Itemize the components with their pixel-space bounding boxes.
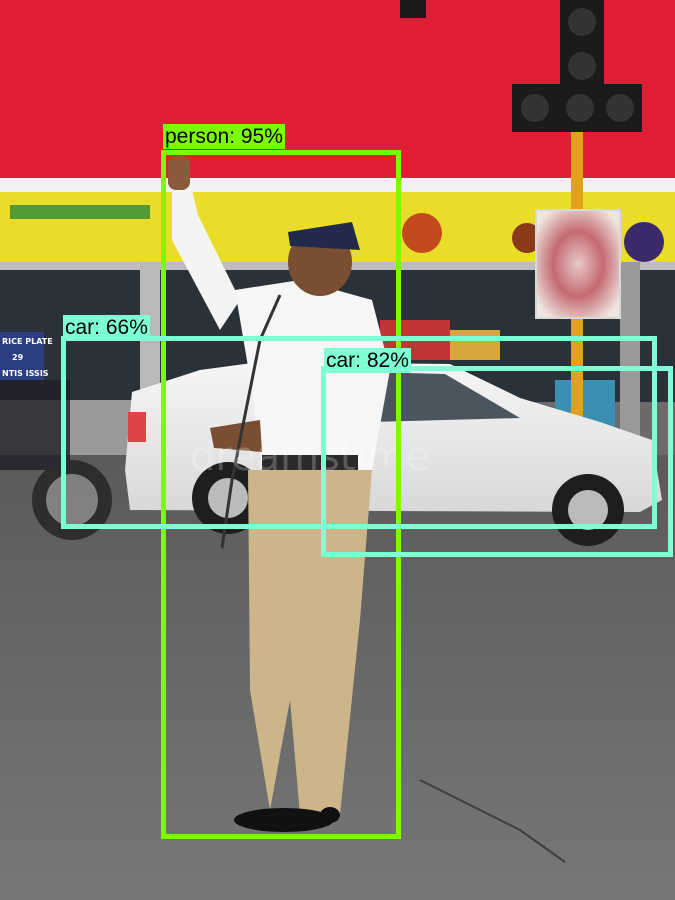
car-detection-box-66 [61, 336, 657, 529]
rice-plate-sign: RICE PLATE 29 NTIS ISSIS [0, 332, 53, 380]
person-detection-box [161, 150, 401, 839]
car-detection-label-82: car: 82% [324, 348, 411, 373]
watermark: dreamstime [190, 434, 430, 480]
car-detection-label-66: car: 66% [63, 315, 150, 340]
motorcycle [0, 380, 112, 540]
pole-poster [535, 209, 621, 319]
sign-line-2: 29 [12, 353, 24, 362]
sign-line-3: NTIS ISSIS [2, 369, 49, 378]
sign-line-1: RICE PLATE [2, 337, 53, 346]
person-detection-label: person: 95% [163, 124, 285, 149]
car-detection-box-82 [321, 366, 673, 557]
